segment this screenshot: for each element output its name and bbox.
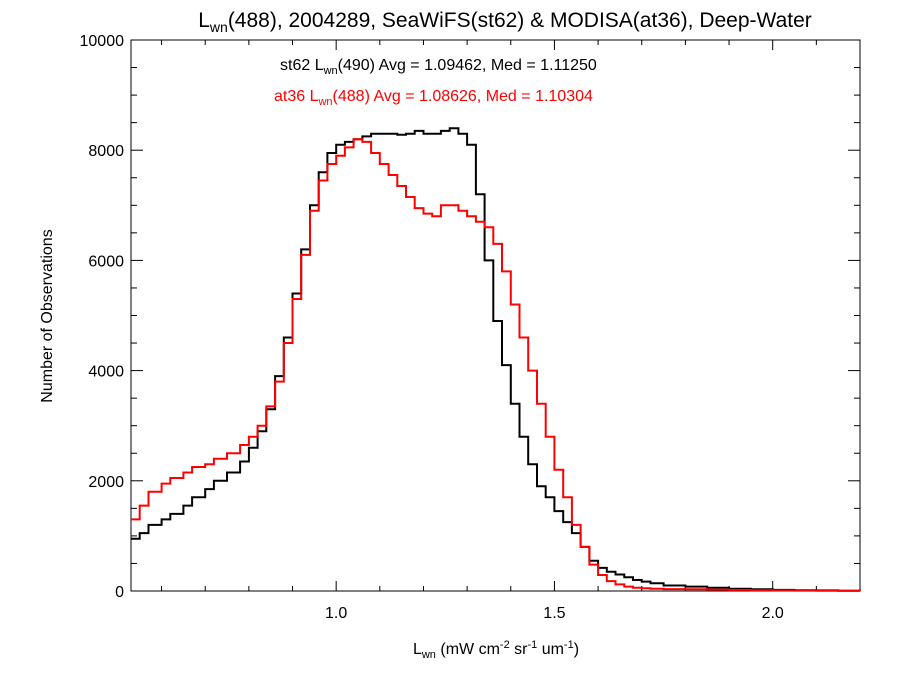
annotation-st62: st62 Lwn(490) Avg = 1.09462, Med = 1.112…	[280, 57, 597, 77]
x-tick-label: 1.0	[325, 605, 347, 622]
x-tick-label: 2.0	[762, 605, 784, 622]
chart-title-rest: (488), 2004289, SeaWiFS(st62) & MODISA(a…	[228, 9, 812, 32]
series-layer	[131, 127, 861, 592]
y-tick-label: 8000	[88, 143, 124, 160]
x-tick-label: 1.5	[543, 605, 565, 622]
chart-title: Lwn(488), 2004289, SeaWiFS(st62) & MODIS…	[198, 9, 812, 35]
series-st62-line	[131, 127, 861, 592]
y-tick-label: 4000	[88, 364, 124, 381]
series-at36-line	[131, 138, 861, 592]
y-tick-label: 2000	[88, 474, 124, 491]
chart-title-base: L	[198, 9, 210, 32]
y-tick-label: 0	[115, 584, 124, 601]
chart-title-sub: wn	[209, 19, 228, 35]
x-axis-ticks: 1.0 1.5 2.0	[161, 40, 861, 622]
y-tick-label: 6000	[88, 253, 124, 270]
y-tick-label: 10000	[80, 33, 125, 50]
y-axis-ticks: 0 2000 4000 6000 8000 10000	[80, 33, 860, 601]
annotation-at36: at36 Lwn(488) Avg = 1.08626, Med = 1.103…	[274, 88, 593, 108]
x-axis-label: Lwn (mW cm-2 sr-1 um-1)	[413, 639, 579, 661]
plot-frame	[130, 39, 861, 592]
y-axis-label: Number of Observations	[39, 229, 56, 402]
